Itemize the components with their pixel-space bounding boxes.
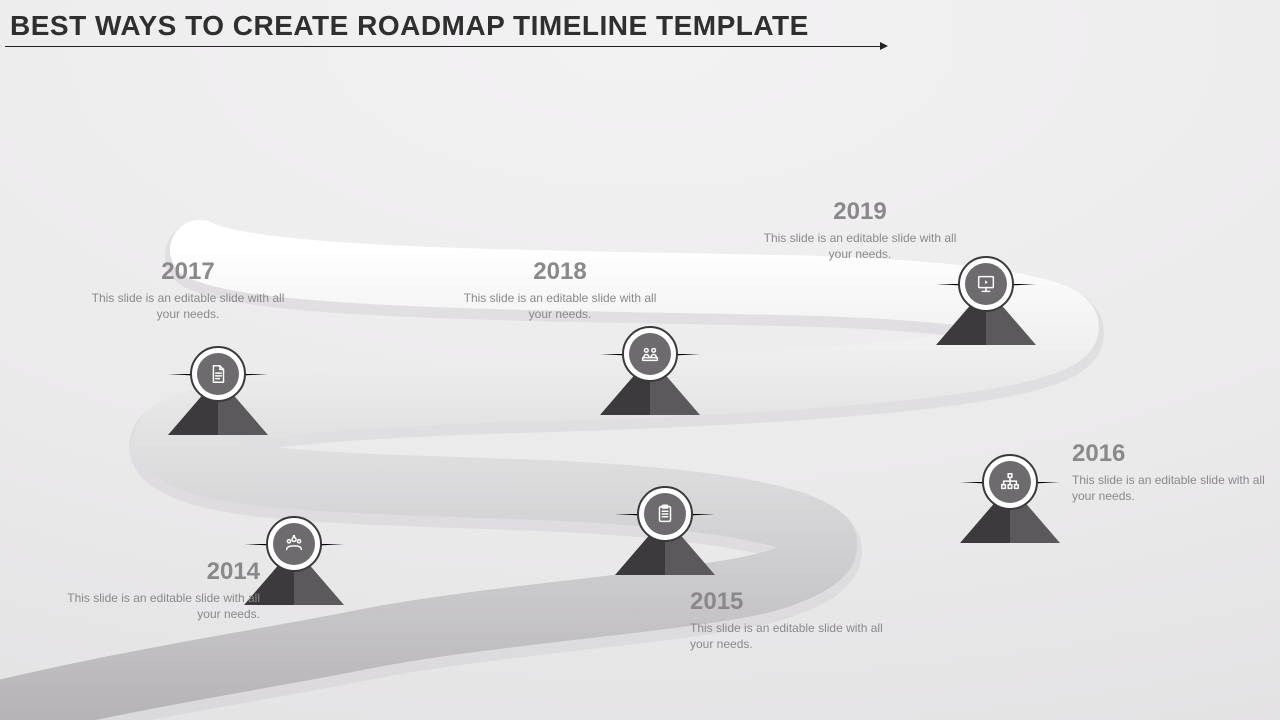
milestone-2015 [615, 486, 715, 575]
meeting-icon [622, 326, 678, 382]
org-icon [982, 454, 1038, 510]
milestone-2016 [960, 454, 1060, 543]
year-label: 2015 [690, 588, 890, 616]
milestone-label-2018: 2018 This slide is an editable slide with… [460, 258, 660, 322]
milestone-label-2019: 2019 This slide is an editable slide with… [760, 198, 960, 262]
milestone-2017 [168, 346, 268, 435]
milestone-label-2014: 2014 This slide is an editable slide with… [60, 558, 260, 622]
milestone-desc: This slide is an editable slide with all… [690, 620, 890, 652]
milestone-desc: This slide is an editable slide with all… [460, 290, 660, 322]
screen-icon [958, 256, 1014, 312]
clipboard-icon [637, 486, 693, 542]
year-label: 2014 [60, 558, 260, 586]
milestone-desc: This slide is an editable slide with all… [60, 590, 260, 622]
milestone-2018 [600, 326, 700, 415]
milestone-2019 [936, 256, 1036, 345]
title-underline [5, 46, 880, 47]
year-label: 2019 [760, 198, 960, 226]
milestone-desc: This slide is an editable slide with all… [1072, 472, 1272, 504]
milestone-label-2016: 2016 This slide is an editable slide with… [1072, 440, 1272, 504]
year-label: 2017 [88, 258, 288, 286]
milestone-label-2015: 2015 This slide is an editable slide with… [690, 588, 890, 652]
title-arrow-icon [880, 42, 888, 50]
milestone-desc: This slide is an editable slide with all… [760, 230, 960, 262]
page-title: BEST WAYS TO CREATE ROADMAP TIMELINE TEM… [10, 10, 809, 42]
milestone-desc: This slide is an editable slide with all… [88, 290, 288, 322]
milestone-label-2017: 2017 This slide is an editable slide with… [88, 258, 288, 322]
doc-icon [190, 346, 246, 402]
users-icon [266, 516, 322, 572]
year-label: 2016 [1072, 440, 1272, 468]
year-label: 2018 [460, 258, 660, 286]
